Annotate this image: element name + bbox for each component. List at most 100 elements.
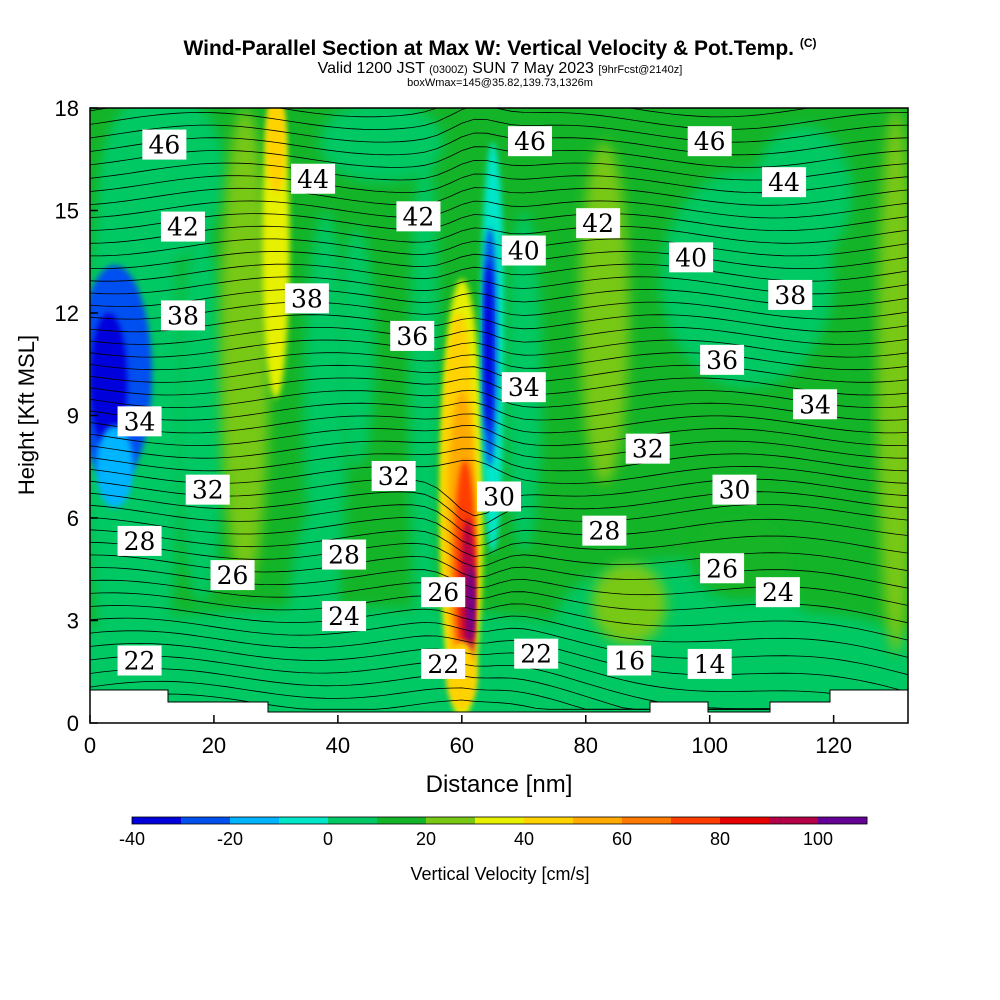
y-axis: 0 3 6 9 12 15 18 xyxy=(55,96,98,736)
colorbar-tick-label: 80 xyxy=(710,829,730,849)
colorbar-swatch xyxy=(475,817,525,824)
theta-label: 26 xyxy=(700,553,745,584)
velocity-region-cyan-column-18 xyxy=(176,227,227,604)
terrain xyxy=(90,689,908,723)
theta-label: 32 xyxy=(371,461,416,491)
svg-text:28: 28 xyxy=(124,527,156,556)
svg-text:40: 40 xyxy=(675,243,707,272)
isentrope-line xyxy=(90,605,908,658)
colorbar-tick-label: -40 xyxy=(119,829,145,849)
colorbar-swatch xyxy=(769,817,819,824)
velocity-region-yellow-column xyxy=(262,108,290,399)
isentrope-line xyxy=(90,401,908,421)
x-axis: 0 20 40 60 80 100 120 xyxy=(84,715,852,758)
svg-text:46: 46 xyxy=(514,127,546,156)
chart-title: Wind-Parallel Section at Max W: Vertical… xyxy=(0,36,1000,61)
plot-area: 46 44 46 46 44 42 42 42 40 40 38 38 38 36 36 34 34 34 32 32… xyxy=(90,108,908,723)
x-tick-label: 20 xyxy=(202,733,226,758)
isentrope-line xyxy=(90,617,908,676)
colorbar-swatch xyxy=(181,817,231,824)
svg-text:36: 36 xyxy=(706,346,738,375)
isentrope-line xyxy=(90,517,908,547)
colorbar-swatch xyxy=(818,817,868,824)
chart-title-text: Wind-Parallel Section at Max W: Vertical… xyxy=(183,37,794,60)
theta-label: 30 xyxy=(477,481,521,512)
isentrope-line xyxy=(90,377,908,396)
svg-text:32: 32 xyxy=(632,435,664,464)
velocity-region-updraft-purple xyxy=(467,565,475,642)
colorbar-swatch xyxy=(279,817,329,824)
theta-label: 34 xyxy=(117,406,162,437)
svg-text:42: 42 xyxy=(582,209,614,238)
svg-text:14: 14 xyxy=(694,650,726,679)
box-info: boxWmax=145@35.82,139.73,1326m xyxy=(407,77,593,89)
colorbar-swatch xyxy=(573,817,623,824)
theta-label: 26 xyxy=(421,577,466,608)
x-tick-label: 80 xyxy=(574,733,598,758)
colorbar-swatch xyxy=(720,817,770,824)
colorbar-swatch xyxy=(132,817,182,824)
theta-label: 24 xyxy=(322,601,367,632)
theta-label: 22 xyxy=(117,645,162,676)
isentrope-line xyxy=(90,213,908,232)
velocity-region-green-right-strip xyxy=(579,142,630,484)
svg-text:26: 26 xyxy=(427,578,459,607)
velocity-region-yellow-top xyxy=(265,108,286,194)
colorbar-swatch xyxy=(671,817,721,824)
theta-label: 40 xyxy=(669,242,714,272)
theta-label: 22 xyxy=(421,648,466,679)
theta-label: 36 xyxy=(390,320,435,351)
y-tick-label: 18 xyxy=(55,96,79,121)
colorbar-tick-label: 100 xyxy=(803,829,833,849)
theta-label: 38 xyxy=(768,279,813,310)
isentrope-line xyxy=(90,108,812,118)
colorbar-swatch xyxy=(426,817,476,824)
isentrope-line xyxy=(90,301,908,320)
velocity-region-cyan-left-mid xyxy=(96,425,134,508)
svg-text:28: 28 xyxy=(588,517,620,546)
x-tick-label: 100 xyxy=(691,733,728,758)
theta-label: 40 xyxy=(501,235,546,266)
theta-label: 32 xyxy=(625,433,670,464)
svg-text:30: 30 xyxy=(483,483,515,512)
colorbar-tick-label: 20 xyxy=(416,829,436,849)
isentrope-line xyxy=(90,491,908,527)
svg-text:38: 38 xyxy=(774,281,806,310)
y-tick-label: 0 xyxy=(67,711,79,736)
potential-temperature-contours xyxy=(90,108,908,710)
y-axis-label: Height [Kft MSL] xyxy=(14,335,39,495)
x-tick-label: 60 xyxy=(450,733,474,758)
theta-label: 32 xyxy=(185,474,230,505)
colorbar-tick-label: 60 xyxy=(612,829,632,849)
isentrope-line xyxy=(90,504,908,537)
theta-label: 46 xyxy=(507,126,552,156)
colorbar-swatch xyxy=(377,817,427,824)
svg-text:34: 34 xyxy=(124,407,156,436)
svg-text:22: 22 xyxy=(520,640,552,669)
theta-label: 34 xyxy=(793,389,838,420)
theta-label: 42 xyxy=(160,211,205,242)
svg-text:44: 44 xyxy=(297,165,329,194)
isentrope-line xyxy=(90,238,908,257)
theta-label: 38 xyxy=(284,283,329,314)
svg-text:22: 22 xyxy=(427,650,459,679)
isentrope-line xyxy=(90,187,908,206)
svg-text:44: 44 xyxy=(768,168,800,197)
svg-text:42: 42 xyxy=(167,213,199,242)
svg-text:38: 38 xyxy=(167,301,199,330)
isentrope-line xyxy=(90,339,908,358)
isentrope-line xyxy=(90,642,908,710)
svg-text:34: 34 xyxy=(508,373,540,402)
velocity-region-cyan-strip-54 xyxy=(409,142,441,689)
y-tick-label: 12 xyxy=(55,301,79,326)
valid-time-line: Valid 1200 JST (0300Z) SUN 7 May 2023 [9… xyxy=(0,60,1000,78)
theta-label: 22 xyxy=(514,638,559,669)
isentrope-line xyxy=(90,251,908,270)
isentrope-line xyxy=(90,200,908,219)
velocity-region-cyan-column-43 xyxy=(337,227,376,467)
svg-text:26: 26 xyxy=(217,561,249,590)
isentrope-line xyxy=(90,630,908,693)
colorbar-swatch xyxy=(230,817,280,824)
isentrope-line xyxy=(90,263,908,282)
svg-text:34: 34 xyxy=(799,390,831,419)
